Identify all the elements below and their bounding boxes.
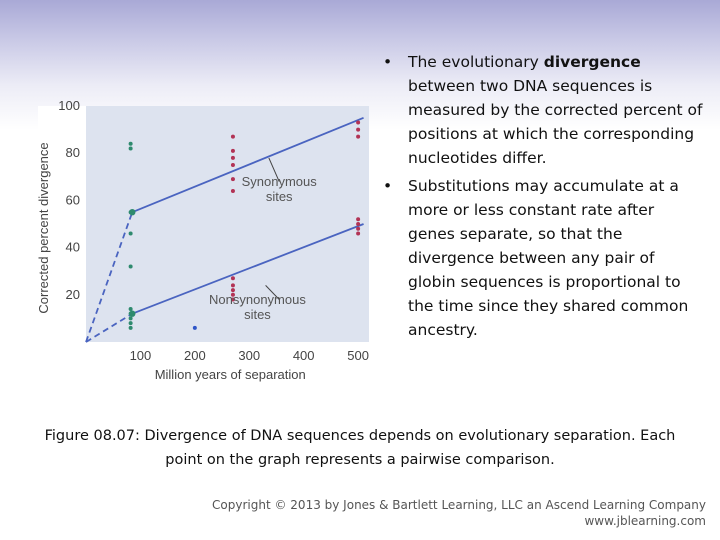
x-tick-label: 400: [293, 348, 315, 363]
data-point: [356, 231, 361, 236]
x-tick-label: 300: [238, 348, 260, 363]
data-point: [356, 217, 361, 222]
annotation-label: Nonsynonymous: [209, 292, 306, 307]
bullet-bold-term: divergence: [543, 53, 641, 71]
plot-area: [86, 106, 369, 342]
x-axis-label: Million years of separation: [155, 367, 306, 382]
trend-line-solid: [131, 223, 364, 315]
data-point: [356, 134, 361, 139]
copyright-line: Copyright © 2013 by Jones & Bartlett Lea…: [212, 498, 706, 512]
y-axis-label: Corrected percent divergence: [36, 142, 51, 313]
data-point: [230, 163, 235, 167]
annotation-pointer: [268, 157, 280, 182]
copyright-notice: Copyright © 2013 by Jones & Bartlett Lea…: [212, 497, 706, 529]
data-point: [128, 146, 133, 151]
bullet-marker: •: [383, 53, 393, 71]
data-point: [128, 321, 133, 326]
trend-line-dashed: [85, 312, 133, 343]
annotation-label: sites: [244, 307, 271, 322]
data-point: [128, 325, 133, 330]
chart-axes: 20 40 60 80 100 100 200 300 400 500 Million years …: [36, 100, 369, 382]
data-point: [230, 188, 235, 193]
annotation-label: Synonymous: [242, 174, 318, 189]
bullet-text: between two DNA sequences is measured by…: [408, 77, 703, 167]
data-point: [230, 283, 235, 288]
data-point: [128, 231, 133, 236]
data-point: [128, 316, 133, 321]
data-point: [128, 141, 133, 146]
y-tick-label: 100: [58, 100, 80, 113]
data-point: [192, 325, 197, 330]
annotation-label: sites: [266, 189, 293, 204]
data-point: [128, 264, 133, 269]
x-tick-label: 200: [184, 348, 206, 363]
bullet-text: Substitutions may accumulate at a more o…: [408, 177, 689, 339]
data-point: [356, 226, 361, 231]
data-point: [356, 222, 361, 226]
bullet-marker: •: [383, 177, 393, 195]
data-point: [230, 276, 235, 281]
trend-line-solid: [131, 116, 364, 214]
data-point: [230, 297, 235, 302]
data-points: [128, 120, 361, 330]
copyright-url: www.jblearning.com: [584, 514, 706, 528]
bullet-text: The evolutionary: [408, 53, 544, 71]
data-point: [230, 288, 235, 293]
y-tick-label: 60: [66, 192, 80, 207]
trend-lines: [85, 116, 364, 343]
y-tick-label: 20: [66, 287, 80, 302]
data-point: [230, 134, 235, 139]
annotation-pointer: [265, 285, 280, 300]
bullet-item: • Substitutions may accumulate at a more …: [383, 174, 703, 342]
figure-caption: Figure 08.07: Divergence of DNA sequence…: [44, 428, 676, 468]
bullet-list: • The evolutionary divergence between two…: [383, 50, 703, 342]
data-point: [230, 155, 235, 160]
x-tick-label: 500: [347, 348, 369, 363]
y-tick-label: 80: [66, 145, 80, 160]
data-point: [128, 306, 133, 311]
trend-line-dashed: [85, 211, 134, 343]
data-point: [230, 292, 235, 297]
bullet-item: • The evolutionary divergence between two…: [383, 50, 703, 170]
trend-anchor-point: [129, 209, 136, 216]
divergence-chart: 20 40 60 80 100 100 200 300 400 500 Million years …: [36, 100, 369, 382]
data-point: [230, 177, 235, 182]
data-point: [230, 148, 235, 153]
data-point: [356, 127, 361, 132]
y-tick-label: 40: [66, 240, 80, 255]
x-tick-label: 100: [130, 348, 152, 363]
data-point: [356, 120, 361, 125]
trend-anchor-point: [129, 310, 136, 317]
